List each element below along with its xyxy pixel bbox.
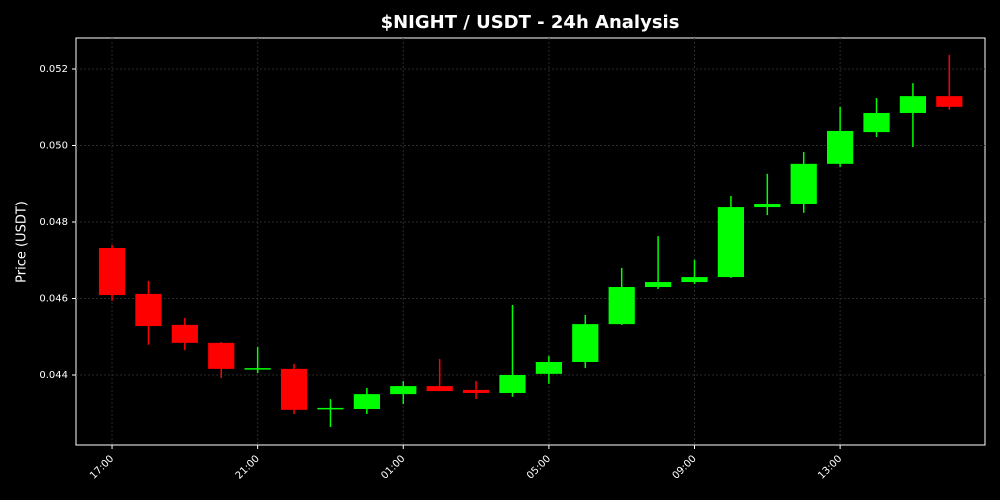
candle-body	[135, 293, 162, 327]
candle-body	[754, 204, 781, 208]
plot-frame	[75, 37, 986, 446]
y-tick-label: 0.046	[39, 293, 68, 304]
y-tick-label: 0.050	[39, 140, 68, 151]
x-tick-label: 21:00	[234, 453, 262, 481]
candle-body	[608, 287, 635, 325]
candle-body	[535, 361, 562, 374]
candle-body	[390, 386, 417, 395]
candle-body	[572, 324, 599, 362]
x-tick-label: 13:00	[816, 453, 844, 481]
candle-body	[936, 96, 963, 107]
chart-title: $NIGHT / USDT - 24h Analysis	[381, 12, 680, 33]
candle-body	[244, 368, 271, 370]
x-tick-label: 09:00	[671, 453, 699, 481]
y-axis-label: Price (USDT)	[15, 201, 30, 283]
y-tick-label: 0.044	[39, 370, 68, 381]
y-tick-label: 0.052	[39, 64, 68, 75]
candle-body	[353, 394, 380, 410]
candle-body	[899, 96, 927, 113]
x-tick-label: 05:00	[525, 453, 553, 481]
candle-body	[426, 386, 453, 392]
candle-body	[171, 324, 198, 343]
candle-body	[317, 407, 344, 410]
y-tick-label: 0.048	[39, 217, 68, 228]
candle-body	[280, 368, 308, 410]
candle-body	[863, 112, 890, 133]
x-tick-label: 01:00	[379, 453, 407, 481]
candle-body	[98, 248, 126, 296]
candle-body	[717, 207, 745, 278]
candle-body	[790, 163, 817, 205]
x-tick-label: 17:00	[88, 453, 116, 481]
candle-body	[827, 130, 854, 164]
candle-body	[644, 282, 672, 288]
candle-body	[208, 342, 235, 369]
candle-body	[462, 389, 490, 393]
candle-body	[681, 277, 708, 283]
candle-body	[499, 374, 526, 393]
